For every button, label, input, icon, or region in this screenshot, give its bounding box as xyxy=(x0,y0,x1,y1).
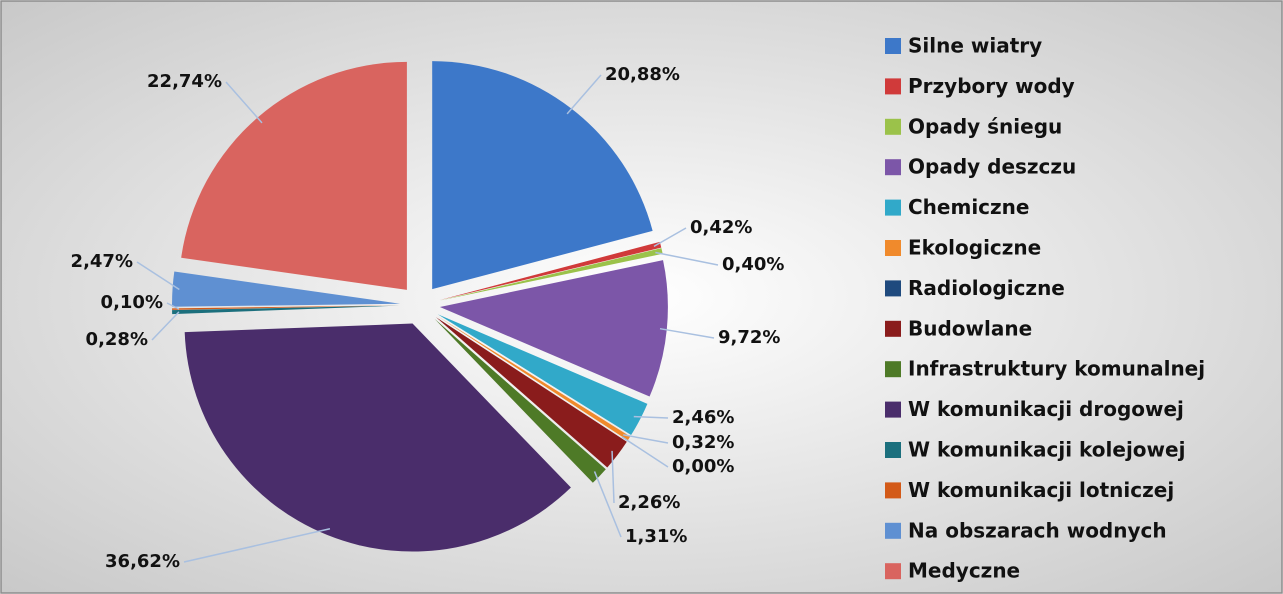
legend-swatch xyxy=(885,280,901,297)
leader-line xyxy=(655,251,719,266)
data-label: 22,74% xyxy=(147,71,222,92)
data-label: 0,10% xyxy=(101,292,163,313)
data-label: 0,42% xyxy=(690,217,752,238)
legend-label: Infrastruktury komunalnej xyxy=(908,357,1205,381)
legend-swatch xyxy=(885,78,901,95)
data-label: 1,31% xyxy=(625,526,687,547)
leader-line xyxy=(633,415,669,419)
legend-label: Przybory wody xyxy=(908,74,1075,98)
leader-line xyxy=(659,327,715,339)
legend-label: Chemiczne xyxy=(908,195,1029,219)
pie-slice xyxy=(184,323,571,552)
data-label: 0,32% xyxy=(672,432,734,453)
leader-line xyxy=(151,311,180,341)
leader-line xyxy=(225,81,263,124)
legend-label: Opady śniegu xyxy=(908,114,1062,138)
pie-slice xyxy=(437,314,648,436)
legend-label: Ekologiczne xyxy=(908,236,1041,260)
leader-line xyxy=(653,227,687,248)
pie-slice xyxy=(181,61,407,290)
pie-slice xyxy=(436,315,631,441)
leader-line xyxy=(136,261,180,291)
legend-swatch xyxy=(885,240,901,256)
pie-slice xyxy=(434,318,606,483)
legend-swatch xyxy=(885,320,901,337)
leader-line xyxy=(611,450,615,504)
legend-label: W komunikacji lotniczej xyxy=(908,478,1174,502)
data-label: 2,47% xyxy=(71,251,133,272)
pie-slice xyxy=(435,317,627,468)
data-label: 36,62% xyxy=(105,551,180,572)
legend-swatch xyxy=(885,401,901,418)
legend-label: W komunikacji kolejowej xyxy=(908,438,1185,462)
legend-label: Na obszarach wodnych xyxy=(908,518,1167,542)
legend-swatch xyxy=(885,522,901,539)
pie-slice xyxy=(172,305,401,315)
pie-slice xyxy=(439,241,662,301)
legend-label: W komunikacji drogowej xyxy=(908,397,1184,421)
leader-line xyxy=(623,434,669,444)
legend-swatch xyxy=(885,563,901,580)
pie-slice xyxy=(432,61,653,290)
pie-slice xyxy=(439,248,663,301)
leader-line xyxy=(183,527,331,563)
data-labels: 20,88% 0,42% 0,40% 9,72% 2,46% 0,32% 0,00% 2,26… xyxy=(71,64,785,572)
leader-line xyxy=(621,436,669,468)
legend-swatch xyxy=(885,118,901,135)
legend-label: Radiologiczne xyxy=(908,276,1065,300)
legend-swatch xyxy=(885,199,901,216)
legend-swatch xyxy=(885,482,901,499)
data-label: 0,28% xyxy=(86,329,148,350)
leader-line xyxy=(566,74,602,115)
data-label: 2,46% xyxy=(672,407,734,428)
data-label: 9,72% xyxy=(718,327,780,348)
data-label: 2,26% xyxy=(618,492,680,513)
legend-swatch xyxy=(885,442,901,458)
legend-swatch xyxy=(885,38,901,54)
data-label: 20,88% xyxy=(605,64,680,85)
pie-slice xyxy=(439,260,668,397)
legend-swatch xyxy=(885,159,901,176)
legend-swatch xyxy=(885,361,901,378)
pie-slice xyxy=(172,305,401,310)
pie-slice xyxy=(172,271,401,307)
legend: Silne wiatry Przybory wody Opady śniegu Opa… xyxy=(885,34,1205,583)
leader-line xyxy=(166,302,180,310)
legend-label: Budowlane xyxy=(908,316,1032,340)
data-label: 0,40% xyxy=(722,254,784,275)
leader-line xyxy=(593,471,622,538)
data-label: 0,00% xyxy=(672,456,734,477)
legend-label: Medyczne xyxy=(908,559,1020,583)
pie xyxy=(172,61,668,552)
legend-label: Silne wiatry xyxy=(908,34,1042,58)
legend-label: Opady deszczu xyxy=(908,155,1076,179)
